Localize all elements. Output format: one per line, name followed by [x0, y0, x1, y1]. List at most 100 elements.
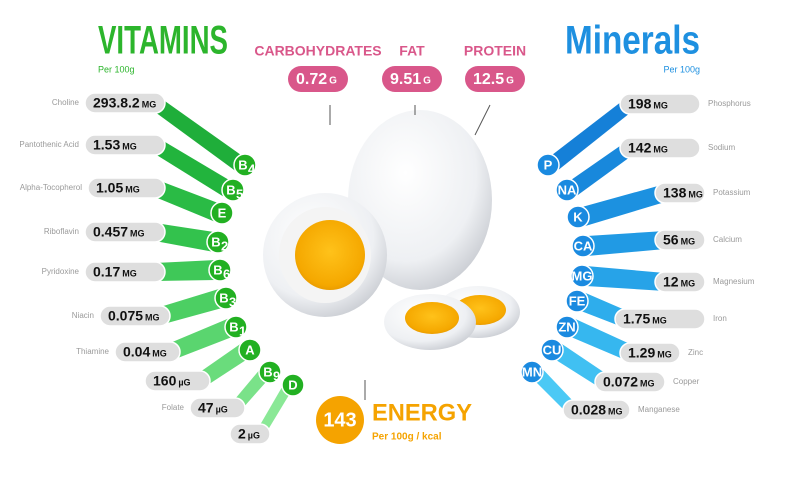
value-text: 160 — [153, 373, 177, 389]
value-pill — [114, 341, 181, 363]
connector — [581, 291, 625, 328]
macro-unit: G — [329, 76, 337, 87]
nutrient-name: Manganese — [638, 405, 680, 414]
badge-text: ZN — [558, 319, 575, 334]
nutrient-name: Potassium — [713, 188, 751, 197]
value-pill — [84, 261, 166, 283]
eggs — [263, 104, 520, 400]
badge-text: MG — [572, 268, 593, 283]
value-pill — [84, 134, 166, 156]
badge-text: FE — [569, 293, 586, 308]
nutrient-name: Phosphorus — [708, 99, 751, 108]
connector — [155, 94, 241, 175]
minerals-title: Minerals — [565, 19, 700, 63]
value-text: 1.29 — [628, 345, 655, 361]
value-pill — [84, 221, 166, 243]
nutrient-name: Alpha-Tocopherol — [20, 183, 82, 192]
macro-value: 9.51 — [390, 71, 421, 88]
macro-name: CARBOHYDRATES — [254, 43, 381, 59]
badge-text: MN — [522, 364, 542, 379]
badge — [238, 338, 262, 362]
connector — [170, 317, 232, 361]
unit-text: MG — [125, 184, 140, 194]
value-text: 0.072 — [603, 374, 638, 390]
nutrient-name: Pyridoxine — [42, 267, 80, 276]
badge-text: E — [218, 205, 227, 220]
badge-text: CA — [574, 238, 593, 253]
unit-text: MG — [688, 189, 703, 199]
badge — [540, 338, 564, 362]
badge-sub: 1 — [239, 323, 246, 338]
value-pill — [189, 397, 246, 419]
badge — [571, 234, 595, 258]
badge-sub: 2 — [221, 238, 228, 253]
badge — [221, 178, 245, 202]
nutrient-name: Riboflavin — [44, 227, 79, 236]
badge — [565, 289, 589, 313]
badge — [233, 153, 257, 177]
value-pill — [84, 92, 166, 114]
badge-text: NA — [558, 182, 577, 197]
value-pill — [619, 93, 701, 115]
unit-text: MG — [653, 144, 668, 154]
badge — [258, 360, 282, 384]
badge-text: B — [211, 234, 220, 249]
badge — [555, 178, 579, 202]
value-text: 0.17 — [93, 264, 120, 280]
macro-unit: G — [423, 76, 431, 87]
macro-unit: G — [506, 76, 514, 87]
badge-sub: 6 — [223, 266, 230, 281]
value-text: 0.075 — [108, 308, 143, 324]
unit-text: µG — [178, 377, 190, 387]
connector — [587, 231, 665, 256]
unit-text: MG — [152, 348, 167, 358]
connector — [200, 340, 246, 390]
macro-value: 0.72 — [296, 71, 327, 88]
macro-pill — [382, 66, 442, 92]
badge — [570, 264, 594, 288]
energy-value: 143 — [323, 409, 356, 431]
macro-value: 12.5 — [473, 71, 504, 88]
value-pill — [87, 177, 166, 199]
connector — [552, 95, 630, 175]
badge-sub: 4 — [248, 161, 256, 176]
nutrient-name: Zinc — [688, 348, 703, 357]
value-pill — [654, 229, 706, 251]
badge — [214, 286, 238, 310]
unit-text: MG — [608, 406, 623, 416]
connector — [571, 139, 630, 200]
value-pill — [229, 423, 271, 445]
unit-text: µG — [248, 430, 260, 440]
connector — [586, 266, 665, 291]
value-pill — [594, 371, 666, 393]
nutrient-name: Thiamine — [76, 347, 109, 356]
value-pill — [654, 271, 706, 293]
energy-label: ENERGY — [372, 399, 472, 426]
badge-sub: 3 — [229, 294, 236, 309]
value-text: 1.75 — [623, 311, 650, 327]
nutrient-name: Niacin — [72, 311, 94, 320]
vitamins-title: VITAMINS — [98, 19, 228, 63]
value-text: 0.04 — [123, 344, 150, 360]
connector — [155, 223, 214, 252]
value-text: 142 — [628, 140, 652, 156]
badge-sub: 9 — [273, 368, 280, 383]
badge — [566, 205, 590, 229]
badge-text: B — [263, 364, 272, 379]
value-pill — [614, 308, 706, 330]
energy-subtitle: Per 100g / kcal — [372, 432, 442, 443]
value-text: 198 — [628, 96, 652, 112]
unit-text: MG — [122, 141, 137, 151]
value-text: 1.53 — [93, 137, 120, 153]
unit-text: MG — [653, 100, 668, 110]
unit-text: MG — [652, 315, 667, 325]
value-pill — [144, 370, 211, 392]
nutrient-name: Calcium — [713, 235, 742, 244]
badge-text: B — [213, 262, 222, 277]
connector — [556, 340, 605, 391]
macro-name: PROTEIN — [464, 43, 526, 59]
macro-name: FAT — [399, 43, 425, 59]
connector — [155, 136, 229, 200]
unit-text: MG — [130, 228, 145, 238]
